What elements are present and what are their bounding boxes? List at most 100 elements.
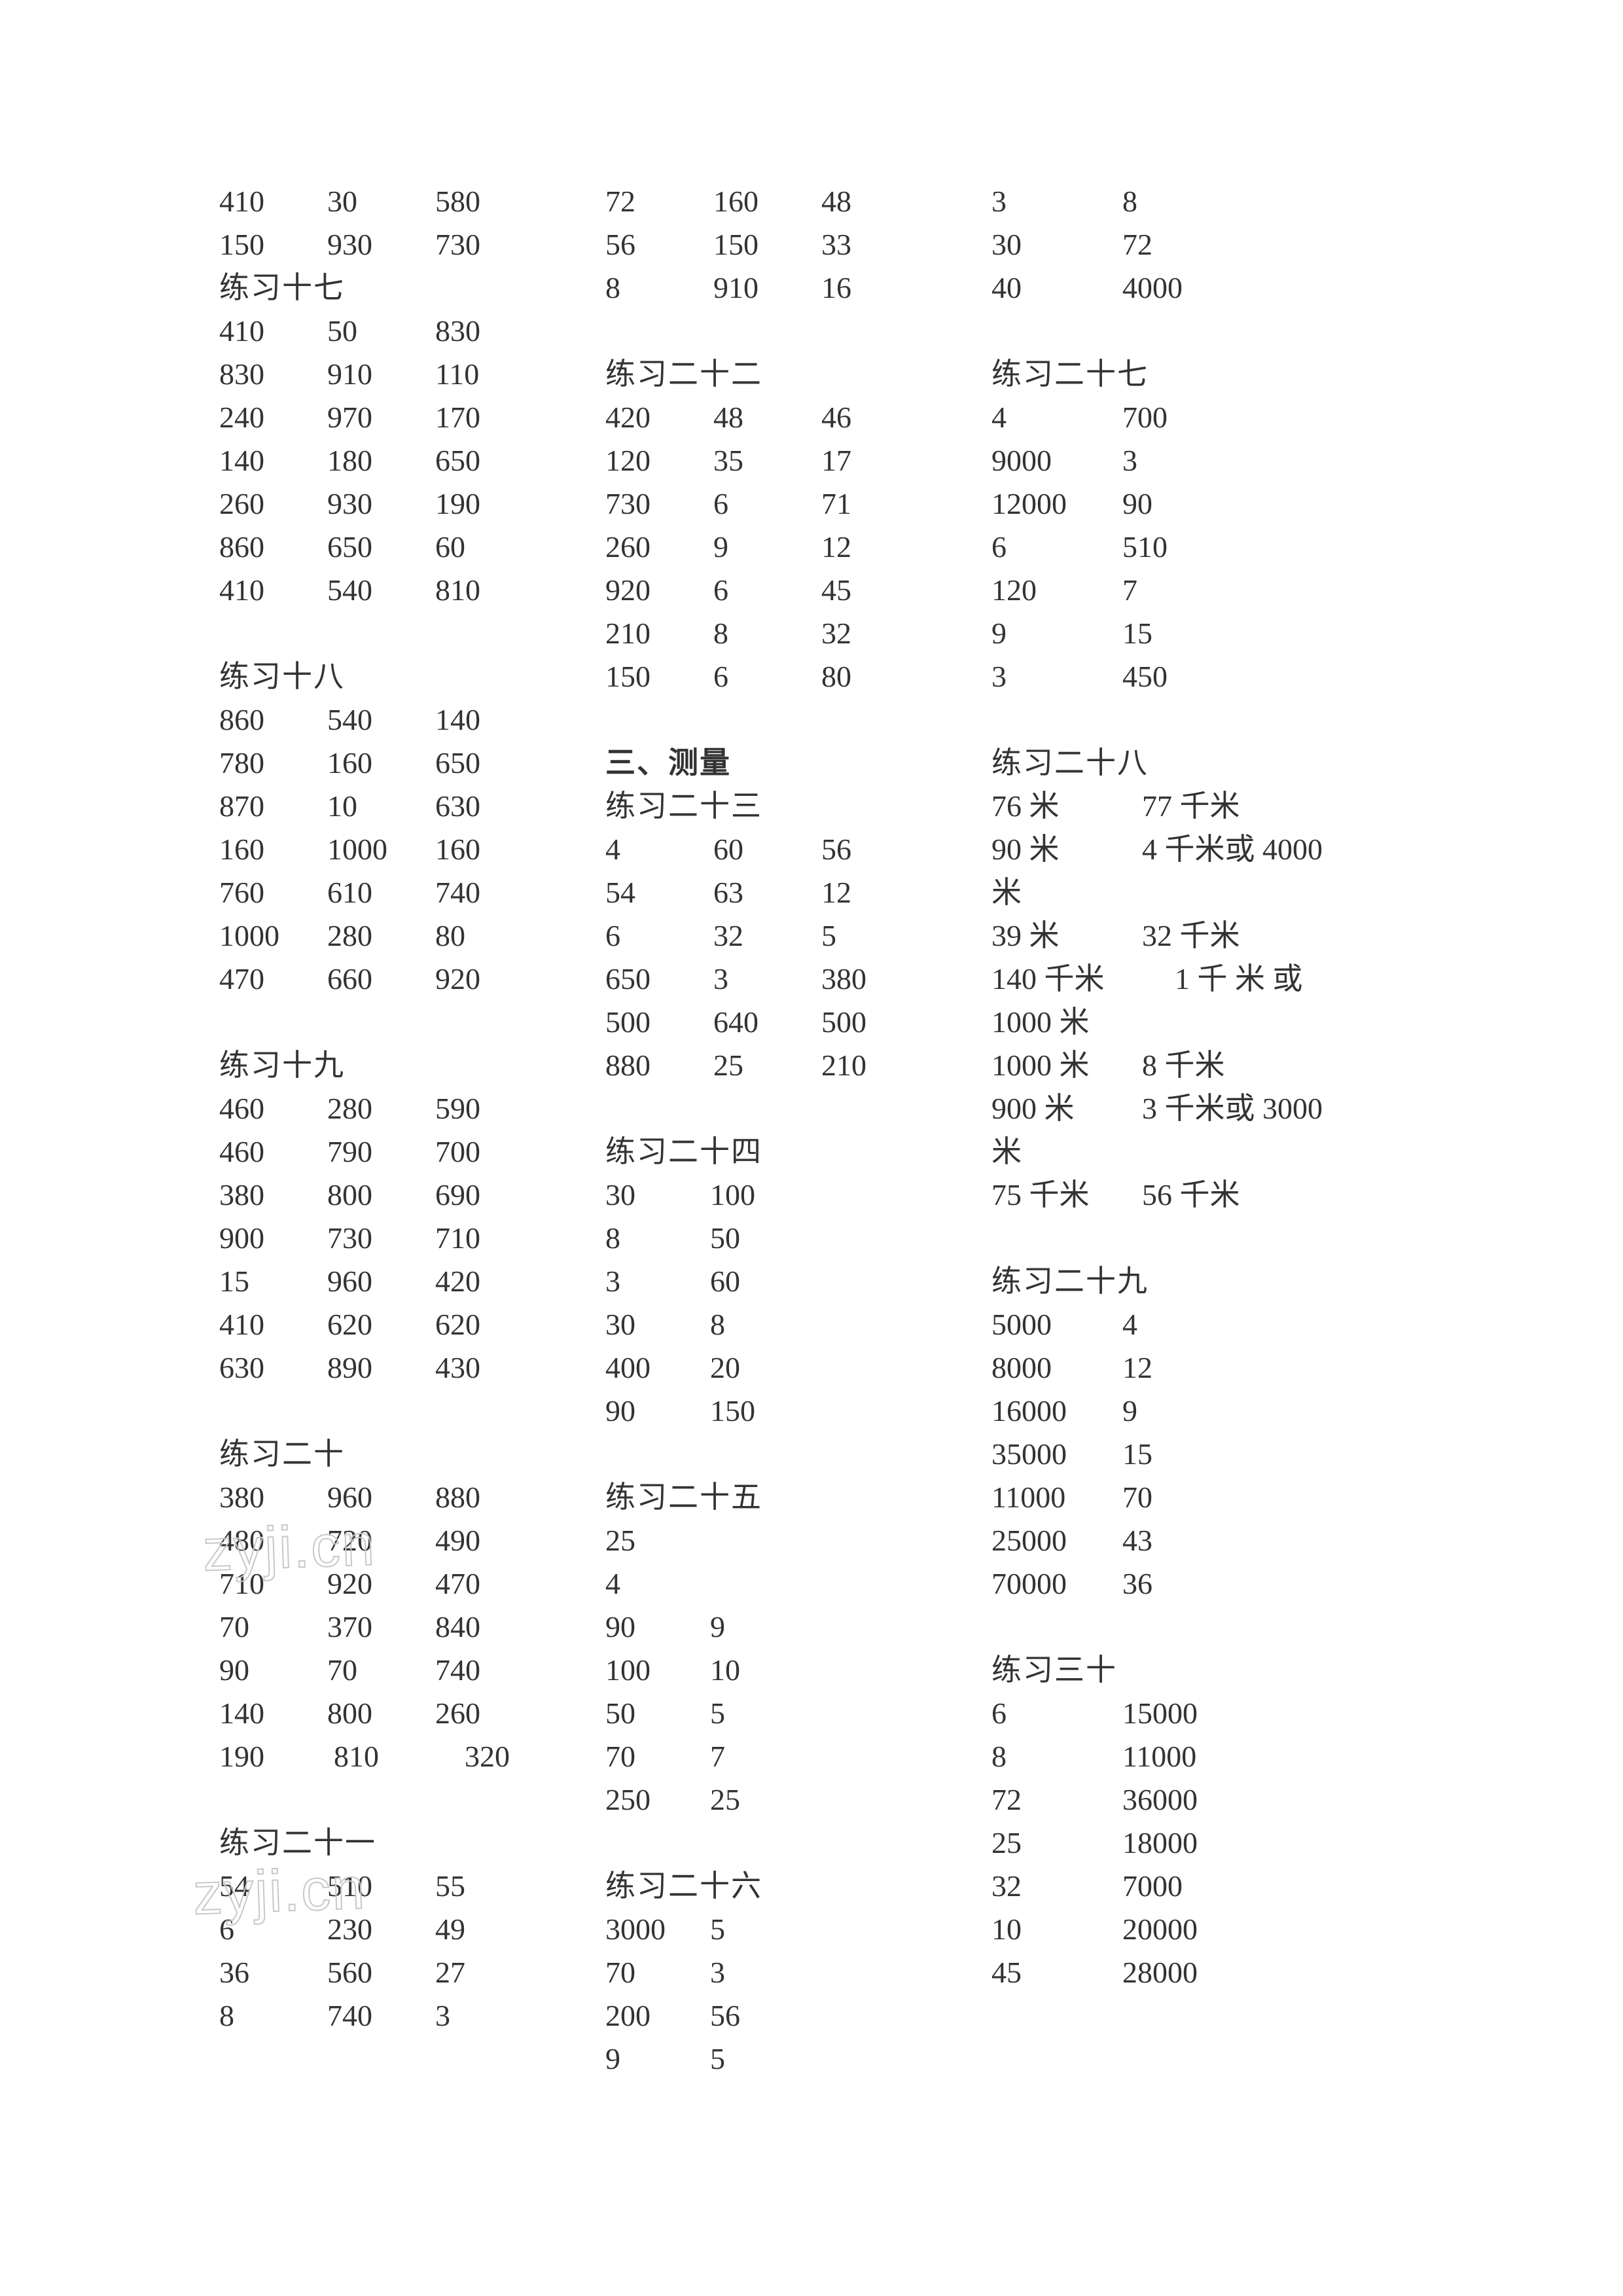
table-row: 1601000160 [219, 828, 605, 871]
cell: 6 [991, 532, 1122, 562]
section-title-29: 练习二十九 [991, 1260, 1404, 1303]
cell: 7 [710, 1742, 854, 1772]
cell: 70000 [991, 1569, 1122, 1599]
cell: 60 [710, 1266, 854, 1297]
cell: 36 [1122, 1569, 1253, 1599]
cell: 190 [435, 489, 543, 519]
cell: 1 千 米 或 [1175, 964, 1404, 994]
table-row: 76 米77 千米 [991, 785, 1404, 828]
cell: 70 [1122, 1482, 1253, 1513]
table-row: 38 [991, 180, 1404, 223]
cell: 740 [327, 2001, 435, 2031]
section-title-17: 练习十七 [219, 266, 605, 310]
table-row: 41050830 [219, 310, 605, 353]
cell: 560 [327, 1958, 435, 1988]
table-row: 20056 [605, 1994, 991, 2037]
cell: 630 [219, 1353, 327, 1383]
table-row: 380800690 [219, 1174, 605, 1217]
cell: 55 [435, 1871, 543, 1901]
cell: 54 [605, 878, 713, 908]
table-row: 404000 [991, 266, 1404, 310]
cell: 72 [605, 187, 713, 217]
cell: 920 [605, 575, 713, 605]
cell: 56 [821, 834, 929, 865]
column-3: 38 3072 404000 练习二十七 4700 90003 1200090 … [991, 180, 1404, 2081]
cell: 3000 [605, 1914, 710, 1945]
cell: 70 [219, 1612, 327, 1642]
cell: 540 [327, 575, 435, 605]
column-2: 7216048 5615033 891016 练习二十二 4204846 120… [605, 180, 991, 2081]
table-row: 88025210 [605, 1044, 991, 1087]
cell: 30 [991, 230, 1122, 260]
cell: 370 [327, 1612, 435, 1642]
cell: 400 [605, 1353, 710, 1383]
cell: 8 [605, 273, 713, 303]
cell: 4 [605, 1569, 710, 1599]
table-row: 4204846 [605, 396, 991, 439]
cell: 90 [605, 1612, 710, 1642]
cell: 510 [1122, 532, 1253, 562]
table-row: 500640500 [605, 1001, 991, 1044]
table-row: 30005 [605, 1908, 991, 1951]
cell: 500 [821, 1007, 929, 1037]
cell: 63 [713, 878, 821, 908]
gap [219, 612, 605, 655]
section-title-measure: 三、测量 [605, 742, 991, 785]
table-row: 25 [605, 1519, 991, 1562]
cell: 160 [327, 748, 435, 778]
cell: 72 [1122, 230, 1253, 260]
cell: 910 [327, 359, 435, 389]
table-row: 50004 [991, 1303, 1404, 1346]
cell: 3 [713, 964, 821, 994]
cell: 970 [327, 403, 435, 433]
cell: 4 [1122, 1310, 1253, 1340]
cell: 32 [991, 1871, 1122, 1901]
table-row: 327000 [991, 1865, 1404, 1908]
cell: 210 [605, 619, 713, 649]
cell: 25 [605, 1526, 710, 1556]
cell: 140 [219, 446, 327, 476]
gap [605, 310, 991, 353]
cell: 930 [327, 489, 435, 519]
table-row: 4528000 [991, 1951, 1404, 1994]
table-row: 760610740 [219, 871, 605, 914]
cell: 280 [327, 1094, 435, 1124]
table-row: 86065060 [219, 526, 605, 569]
cell: 12 [1122, 1353, 1253, 1383]
table-row: 730671 [605, 482, 991, 526]
cell: 5 [710, 1914, 854, 1945]
cell: 920 [435, 964, 543, 994]
table-row: 140180650 [219, 439, 605, 482]
cell: 9 [605, 2044, 710, 2074]
cell: 16 [821, 273, 929, 303]
cell: 9 [713, 532, 821, 562]
table-row: 410 30 580 [219, 180, 605, 223]
cell: 730 [327, 1223, 435, 1253]
cell: 650 [327, 532, 435, 562]
table-row: 75 千米56 千米 [991, 1174, 1404, 1217]
table-row: 2500043 [991, 1519, 1404, 1562]
table-row: 7236000 [991, 1778, 1404, 1821]
table-row: 800012 [991, 1346, 1404, 1390]
cell: 15 [1122, 1439, 1253, 1469]
cell: 5 [821, 921, 929, 951]
cell: 650 [435, 446, 543, 476]
cell: 9 [991, 619, 1122, 649]
cell: 380 [821, 964, 929, 994]
table-row: 630890430 [219, 1346, 605, 1390]
cell: 米 [991, 878, 1142, 908]
cell: 33 [821, 230, 929, 260]
cell: 910 [713, 273, 821, 303]
cell: 60 [713, 834, 821, 865]
table-row: 900 米3 千米或 3000 [991, 1087, 1404, 1130]
cell: 7000 [1122, 1871, 1253, 1901]
table-row: 10010 [605, 1649, 991, 1692]
cell: 5 [710, 1698, 854, 1729]
table-row: 3656027 [219, 1951, 605, 1994]
cell: 420 [435, 1266, 543, 1297]
cell: 15000 [1122, 1698, 1253, 1729]
cell: 15 [219, 1266, 327, 1297]
gap [605, 1087, 991, 1130]
cell: 140 [435, 705, 543, 735]
cell: 170 [435, 403, 543, 433]
